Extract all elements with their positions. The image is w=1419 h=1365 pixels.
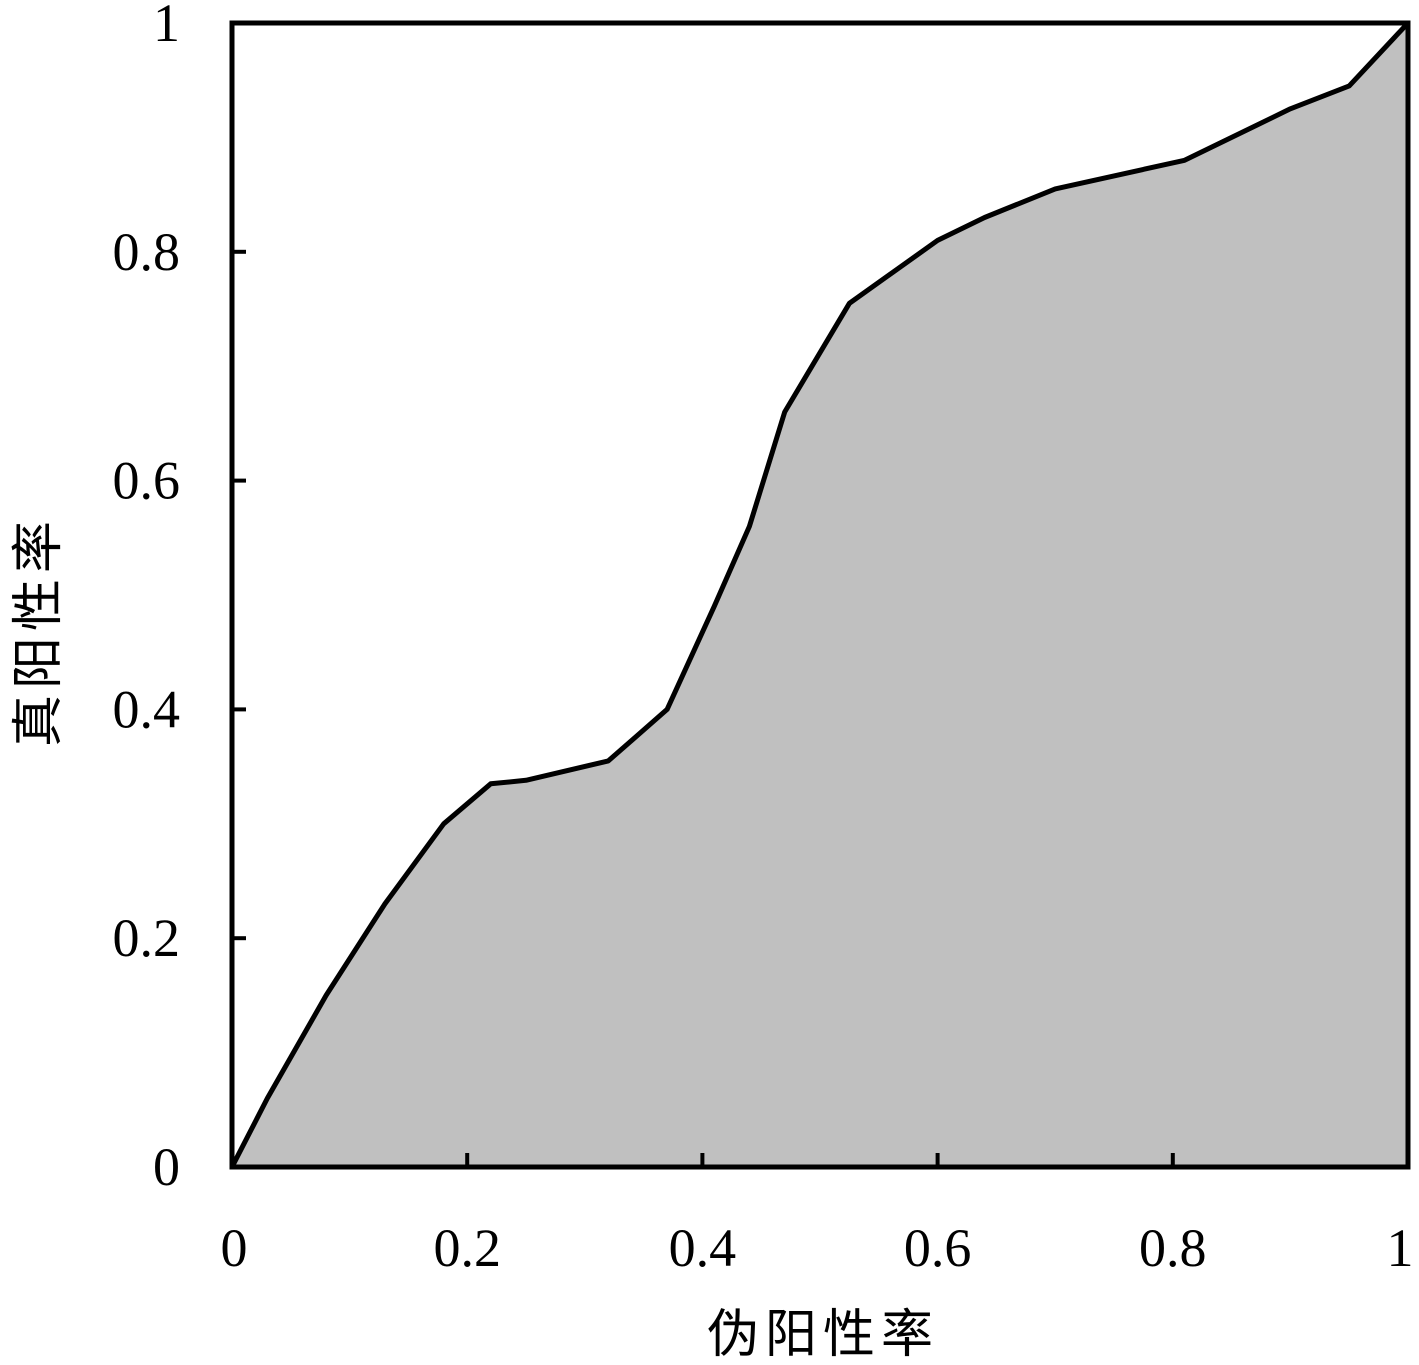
- y-axis: 0 0.2 0.4 0.6 0.8 1: [113, 0, 246, 1197]
- plot-frame: [229, 20, 1411, 1170]
- y-tick-label: 0.8: [113, 222, 181, 282]
- y-tick-label: 0.2: [113, 908, 181, 968]
- x-axis: 0 0.2 0.4 0.6 0.8 1: [221, 1153, 1414, 1278]
- y-tick-label: 0.6: [113, 451, 181, 511]
- y-tick-label: 0.4: [113, 679, 181, 739]
- area-fill: [232, 23, 1408, 1167]
- x-tick-label: 0: [221, 1218, 248, 1278]
- x-tick-label: 0.2: [433, 1218, 501, 1278]
- x-tick-label: 0.6: [904, 1218, 972, 1278]
- y-tick-label: 0: [153, 1137, 180, 1197]
- x-tick-label: 0.8: [1139, 1218, 1207, 1278]
- x-tick-label: 1: [1387, 1218, 1414, 1278]
- y-tick-label: 1: [153, 0, 180, 53]
- x-axis-title: 伪阳性率: [707, 1305, 939, 1365]
- y-axis-title: 真阳性率: [9, 515, 69, 747]
- roc-curve-line: [229, 21, 1410, 1169]
- x-tick-label: 0.4: [669, 1218, 737, 1278]
